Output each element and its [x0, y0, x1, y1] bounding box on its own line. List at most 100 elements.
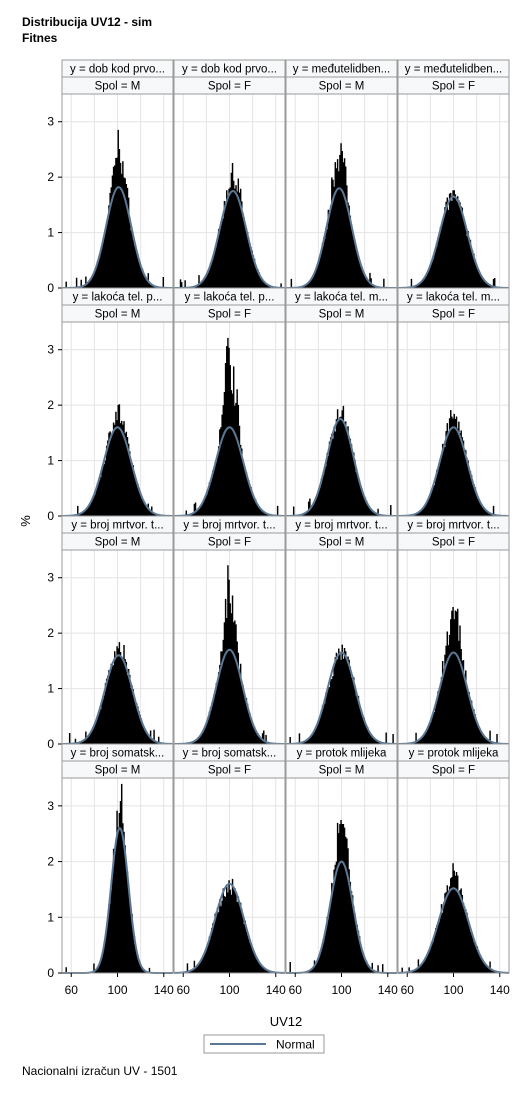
normal-curve — [397, 426, 510, 517]
panel-8: y = lakoća tel. m... Spol = F — [397, 287, 510, 517]
y-tick-label: 3 — [47, 115, 54, 129]
normal-curve — [174, 189, 285, 289]
panel-label-y: y = lakoća tel. p... — [185, 292, 275, 304]
y-tick-label: 3 — [47, 343, 54, 357]
histogram-bars — [186, 565, 273, 744]
panel-label-y: y = broj mrtvor. t... — [295, 520, 387, 532]
normal-curve — [286, 187, 397, 289]
histogram-bars — [65, 129, 165, 288]
panel-label-spol: Spol = F — [432, 537, 475, 549]
panel-10: y = broj mrtvor. t... Spol = F — [173, 515, 286, 745]
panel-7: y = lakoća tel. m... Spol = M — [285, 287, 398, 517]
normal-curve — [397, 195, 510, 289]
panel-9: y = broj mrtvor. t... Spol = M 0 1 2 3 — [47, 515, 174, 751]
histogram-bars — [185, 337, 279, 516]
normal-curve — [285, 417, 397, 517]
x-tick-label: 140 — [378, 983, 398, 997]
panel-12: y = broj mrtvor. t... Spol = F — [397, 515, 510, 745]
panel-label-y: y = broj somatsk... — [71, 748, 165, 760]
x-tick-label: 60 — [65, 983, 79, 997]
panel-14: y = broj somatsk... Spol = F 60 100 140 — [173, 743, 286, 997]
panel-4: y = međutelidben... Spol = F — [397, 59, 510, 289]
histogram-bars — [68, 642, 163, 744]
panel-label-y: y = broj mrtvor. t... — [71, 520, 163, 532]
panel-label-y: y = lakoća tel. m... — [407, 292, 500, 304]
panel-label-y: y = lakoća tel. m... — [295, 292, 388, 304]
legend: Normal — [203, 1034, 325, 1054]
panel-label-spol: Spol = M — [95, 81, 141, 93]
panel-15: y = protok mlijeka Spol = M 60 100 140 — [285, 743, 398, 997]
panel-label-y: y = dob kod prvo... — [182, 64, 277, 76]
histogram-bars — [292, 405, 392, 516]
panel-label-spol: Spol = F — [208, 81, 251, 93]
histogram-bars — [409, 607, 498, 744]
chart-subtitle: Fitnes — [22, 31, 58, 45]
y-tick-label: 2 — [47, 855, 54, 869]
histogram-bars — [289, 820, 384, 973]
histogram-bars — [183, 878, 277, 973]
panel-13: y = broj somatsk... Spol = M 0 1 2 3 60 100 140 — [47, 743, 174, 997]
panel-label-spol: Spol = M — [319, 309, 365, 321]
panel-label-spol: Spol = M — [95, 309, 141, 321]
normal-curve — [397, 651, 510, 745]
panel-label-spol: Spol = F — [432, 765, 475, 777]
footnote: Nacionalni izračun UV - 1501 — [22, 1064, 178, 1078]
histogram-bars — [73, 404, 162, 516]
y-tick-label: 3 — [47, 799, 54, 813]
panel-label-y: y = lakoća tel. p... — [73, 292, 163, 304]
legend-entry-normal: Normal — [276, 1038, 315, 1052]
x-tick-label: 60 — [401, 983, 415, 997]
histogram-bars — [401, 863, 502, 973]
x-tick-label: 100 — [107, 983, 127, 997]
panel-label-y: y = međutelidben... — [405, 64, 503, 76]
panel-label-y: y = broj mrtvor. t... — [183, 520, 275, 532]
histogram-bars — [290, 143, 385, 288]
y-tick-label: 0 — [47, 737, 54, 751]
panel-label-y: y = broj mrtvor. t... — [407, 520, 499, 532]
chart-title-block: Distribucija UV12 - sim Fitnes — [22, 14, 152, 46]
normal-curve — [285, 651, 398, 745]
y-tick-label: 1 — [47, 682, 54, 696]
panel-5: y = lakoća tel. p... Spol = M 0 1 2 3 — [47, 287, 174, 523]
panel-label-y: y = protok mlijeka — [297, 748, 387, 760]
x-tick-label: 100 — [219, 983, 239, 997]
histogram-bars — [179, 162, 282, 288]
normal-curve — [61, 654, 174, 745]
panel-2: y = dob kod prvo... Spol = F — [173, 59, 286, 289]
x-tick-label: 140 — [154, 983, 174, 997]
y-tick-label: 1 — [47, 910, 54, 924]
panel-label-y: y = međutelidben... — [293, 64, 391, 76]
panel-label-spol: Spol = M — [319, 81, 365, 93]
panel-label-spol: Spol = M — [319, 765, 365, 777]
histogram-bars — [65, 783, 151, 973]
y-tick-label: 2 — [47, 398, 54, 412]
panel-label-spol: Spol = M — [95, 537, 141, 549]
normal-curve — [61, 186, 173, 289]
y-tick-label: 0 — [47, 966, 54, 980]
normal-curve — [173, 426, 286, 517]
x-tick-label: 60 — [289, 983, 303, 997]
panel-label-spol: Spol = F — [208, 537, 251, 549]
normal-curve — [173, 882, 286, 974]
panel-label-spol: Spol = F — [208, 309, 251, 321]
panel-label-y: y = protok mlijeka — [409, 748, 499, 760]
panel-11: y = broj mrtvor. t... Spol = M — [285, 515, 398, 745]
chart-title: Distribucija UV12 - sim — [22, 15, 153, 29]
panel-6: y = lakoća tel. p... Spol = F — [173, 287, 286, 517]
y-tick-label: 2 — [47, 626, 54, 640]
normal-curve — [61, 426, 174, 517]
panel-label-spol: Spol = F — [432, 309, 475, 321]
panel-label-spol: Spol = F — [208, 765, 251, 777]
y-tick-label: 1 — [47, 454, 54, 468]
histogram-bars — [408, 190, 498, 288]
x-axis-title: UV12 — [270, 1014, 303, 1029]
x-tick-label: 100 — [331, 983, 351, 997]
y-tick-label: 0 — [47, 281, 54, 295]
x-tick-label: 100 — [443, 983, 463, 997]
panel-label-spol: Spol = M — [319, 537, 365, 549]
panel-label-spol: Spol = F — [432, 81, 475, 93]
panel-label-y: y = dob kod prvo... — [70, 64, 165, 76]
panel-3: y = međutelidben... Spol = M — [285, 59, 398, 289]
x-tick-label: 140 — [490, 983, 510, 997]
